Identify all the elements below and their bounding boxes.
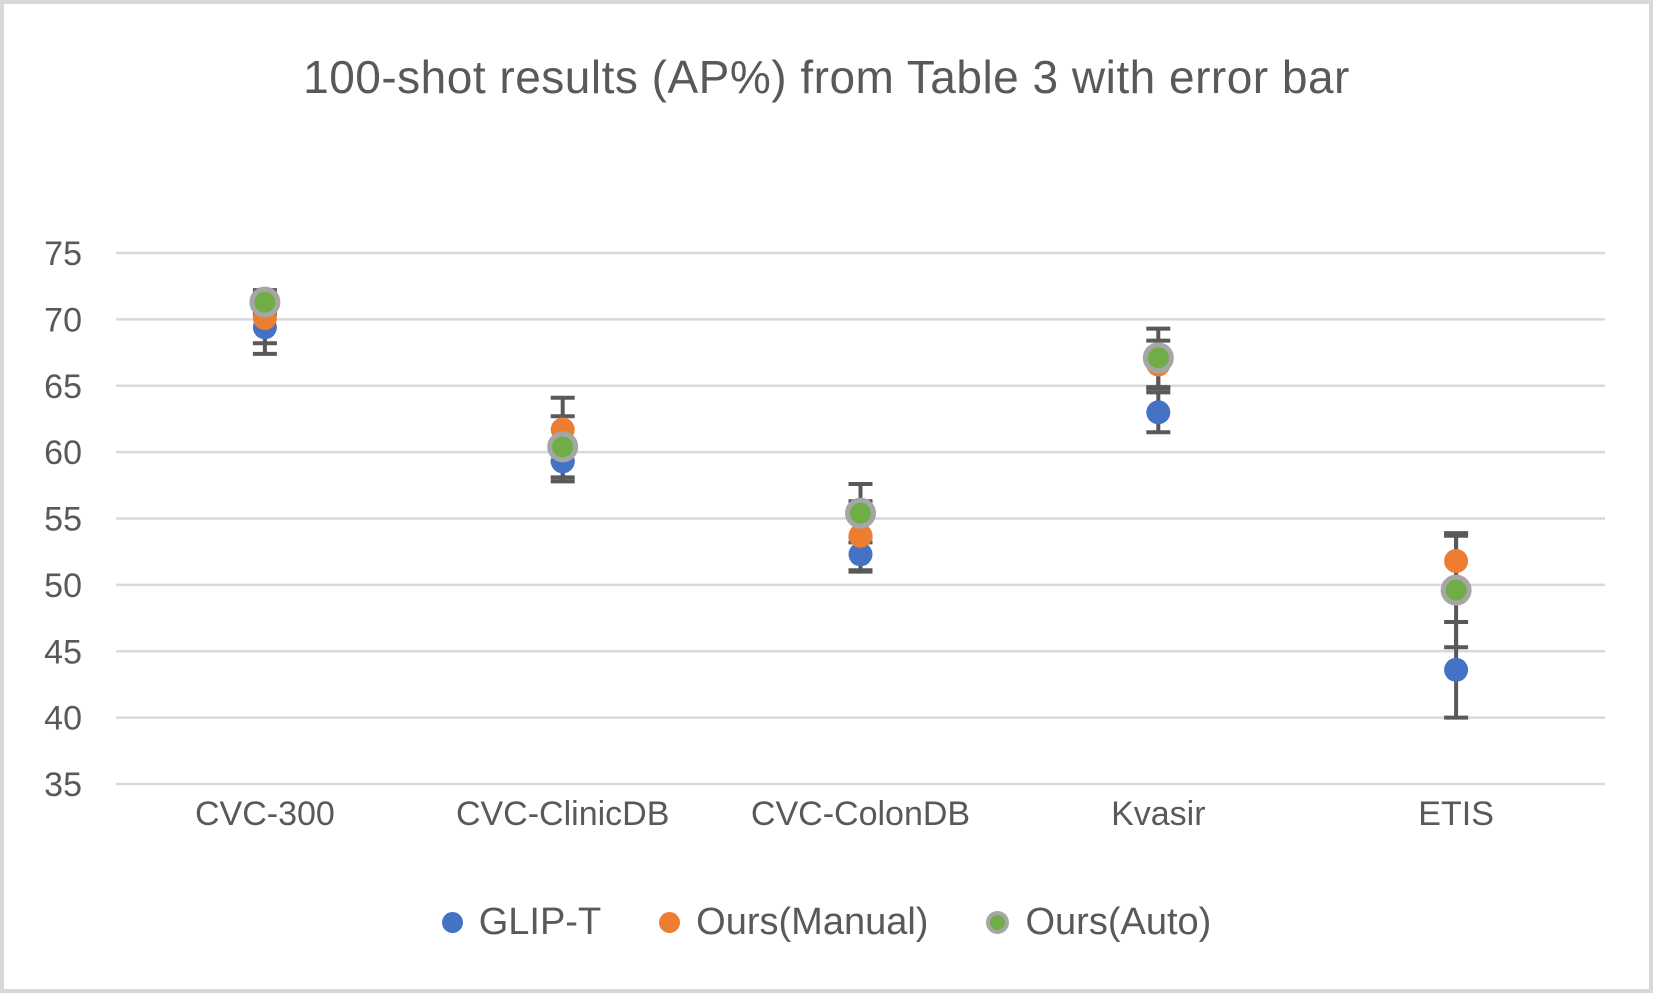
y-tick-label: 40 <box>44 700 82 738</box>
legend-item-ours-auto-: Ours(Auto) <box>986 901 1211 944</box>
category-label: ETIS <box>1418 795 1494 833</box>
data-point <box>547 431 579 463</box>
data-point <box>1142 342 1174 374</box>
data-point <box>249 286 281 318</box>
legend-marker-icon <box>441 912 463 933</box>
legend-label: GLIP-T <box>478 901 602 943</box>
category-label: CVC-300 <box>195 795 335 833</box>
x-axis-labels-group: CVC-300 CVC-ClinicDB CVC-ColonDB Kvasir ETIS <box>195 795 1494 833</box>
series-ours-manual- <box>252 306 1469 573</box>
y-tick-label: 75 <box>44 235 82 273</box>
legend-label: Ours(Auto) <box>1025 901 1212 943</box>
y-tick-label: 65 <box>44 368 82 406</box>
legend-item-glip-t: GLIP-T <box>441 901 602 944</box>
legend-marker-icon <box>659 912 681 933</box>
data-point <box>848 523 873 548</box>
data-point <box>848 542 873 567</box>
legend-label: Ours(Manual) <box>696 901 929 943</box>
gridlines-group <box>116 251 1605 786</box>
y-tick-label: 50 <box>44 567 82 605</box>
legend-item-ours-manual-: Ours(Manual) <box>659 901 928 944</box>
data-point <box>845 497 876 529</box>
data-point <box>1440 574 1472 606</box>
series-ours-auto- <box>249 286 1472 606</box>
legend-marker-icon <box>986 911 1010 934</box>
y-axis-labels-group: 35 40 45 50 55 60 65 70 75 <box>44 235 82 804</box>
y-tick-label: 55 <box>44 501 82 539</box>
legend: GLIP-T Ours(Manual) Ours(Auto) <box>4 901 1649 944</box>
category-label: Kvasir <box>1111 795 1205 833</box>
y-tick-label: 60 <box>44 434 82 472</box>
y-tick-label: 45 <box>44 633 82 671</box>
category-label: CVC-ClinicDB <box>456 795 669 833</box>
chart-title: 100-shot results (AP%) from Table 3 with… <box>303 51 1350 103</box>
y-tick-label: 35 <box>44 766 82 804</box>
y-tick-label: 70 <box>44 301 82 339</box>
data-point <box>1146 400 1171 425</box>
category-label: CVC-ColonDB <box>751 795 970 833</box>
data-point <box>1444 548 1469 573</box>
data-point <box>1444 657 1469 682</box>
